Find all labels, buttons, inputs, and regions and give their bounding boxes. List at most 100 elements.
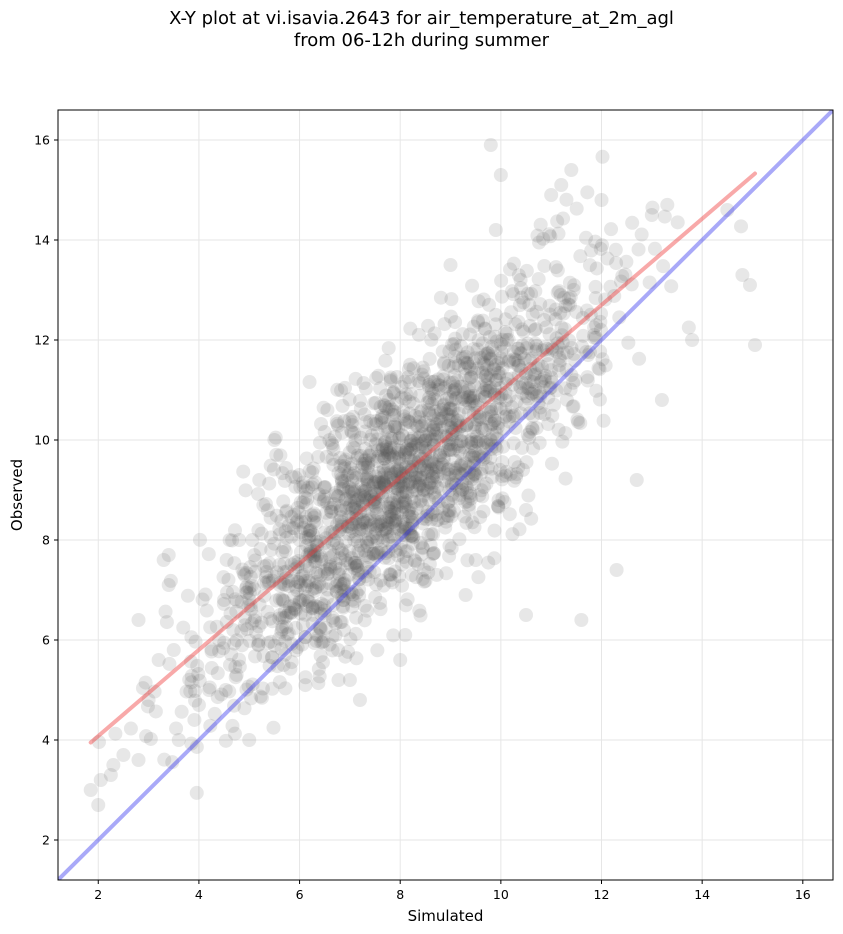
scatter-point — [426, 374, 441, 389]
scatter-point — [331, 541, 346, 556]
scatter-point — [530, 228, 545, 243]
scatter-point — [356, 512, 371, 527]
scatter-point — [307, 543, 322, 558]
scatter-point — [252, 473, 267, 487]
scatter-point — [515, 376, 530, 391]
scatter-point — [218, 733, 233, 748]
scatter-point — [426, 386, 441, 401]
scatter-point — [548, 260, 563, 275]
scatter-point — [557, 290, 572, 305]
scatter-point — [484, 438, 499, 453]
scatter-point — [498, 468, 513, 483]
scatter-point — [431, 382, 446, 397]
scatter-point — [360, 603, 375, 618]
scatter-point — [320, 582, 335, 597]
scatter-point — [441, 508, 456, 523]
scatter-point — [234, 595, 249, 610]
scatter-point — [359, 492, 374, 507]
scatter-point — [555, 434, 570, 449]
scatter-point — [409, 501, 424, 516]
scatter-point — [404, 506, 419, 521]
scatter-point — [296, 475, 311, 490]
scatter-point — [227, 636, 242, 651]
scatter-point — [343, 461, 358, 476]
chart-title-line1: X-Y plot at vi.isavia.2643 for air_tempe… — [169, 8, 674, 29]
scatter-point — [315, 635, 330, 650]
scatter-point — [337, 459, 352, 474]
scatter-point — [685, 333, 700, 347]
scatter-point — [357, 504, 372, 519]
scatter-point — [337, 461, 352, 476]
scatter-point — [355, 496, 370, 511]
scatter-point — [382, 567, 397, 582]
scatter-point — [337, 454, 352, 469]
scatter-point — [287, 555, 302, 570]
scatter-point — [187, 712, 202, 727]
scatter-point — [432, 448, 447, 463]
scatter-point — [487, 362, 502, 377]
scatter-point — [420, 465, 435, 480]
scatter-point — [344, 506, 359, 521]
scatter-point — [423, 433, 438, 448]
scatter-point — [440, 495, 455, 510]
scatter-point — [509, 467, 524, 482]
scatter-point — [515, 386, 530, 401]
scatter-point — [343, 632, 358, 647]
scatter-point — [473, 350, 488, 365]
scatter-point — [337, 380, 352, 395]
scatter-point — [387, 404, 402, 419]
scatter-point — [465, 468, 480, 483]
scatter-point — [351, 491, 366, 506]
scatter-point — [352, 582, 367, 597]
scatter-point — [358, 381, 373, 396]
scatter-point — [404, 437, 419, 452]
scatter-point — [461, 381, 476, 396]
scatter-point — [298, 490, 313, 505]
scatter-point — [524, 386, 539, 401]
scatter-point — [363, 486, 378, 501]
scatter-point — [228, 592, 243, 607]
scatter-point — [467, 463, 482, 478]
scatter-point — [400, 413, 415, 428]
scatter-point — [262, 576, 277, 591]
scatter-point — [276, 494, 291, 509]
scatter-point — [227, 698, 242, 713]
scatter-point — [305, 607, 320, 622]
scatter-point — [537, 312, 552, 327]
scatter-point — [318, 480, 333, 495]
scatter-point — [468, 468, 483, 483]
scatter-point — [493, 337, 508, 352]
scatter-point — [411, 454, 426, 469]
scatter-point — [312, 576, 327, 591]
scatter-point — [594, 193, 609, 207]
scatter-point — [484, 402, 499, 417]
scatter-point — [528, 336, 543, 351]
scatter-point — [230, 594, 245, 609]
scatter-point — [284, 509, 299, 524]
scatter-point — [459, 418, 474, 433]
scatter-point — [398, 493, 413, 508]
scatter-point — [424, 480, 439, 495]
scatter-point — [258, 497, 273, 512]
scatter-point — [436, 420, 451, 435]
scatter-point — [465, 515, 480, 530]
scatter-point — [544, 370, 559, 385]
scatter-point — [304, 480, 319, 495]
scatter-point — [386, 450, 401, 465]
scatter-point — [203, 718, 218, 733]
scatter-point — [235, 562, 250, 577]
scatter-point — [166, 643, 181, 657]
scatter-point — [405, 530, 420, 545]
scatter-point — [325, 536, 340, 551]
scatter-point — [441, 358, 456, 373]
scatter-point — [484, 461, 499, 476]
scatter-point — [369, 371, 384, 386]
scatter-point — [376, 474, 391, 489]
scatter-point — [543, 363, 558, 378]
scatter-point — [335, 589, 350, 604]
scatter-point — [350, 558, 365, 573]
scatter-point — [421, 403, 436, 418]
scatter-point — [480, 346, 495, 361]
scatter-point — [381, 551, 396, 566]
scatter-point — [618, 267, 633, 282]
